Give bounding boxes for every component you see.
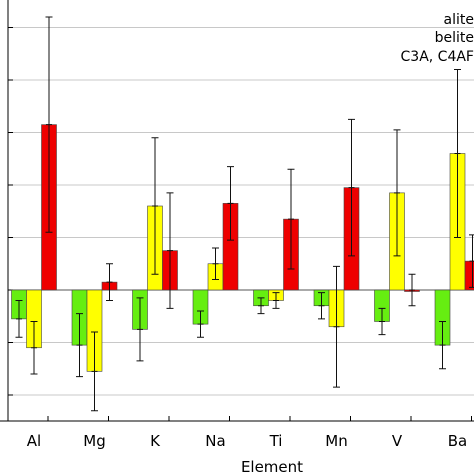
x-tick-label: Mn (325, 432, 347, 450)
legend-label: alite (444, 12, 474, 28)
x-tick-label: Mg (83, 432, 105, 450)
legend-label: belite (435, 30, 474, 46)
x-tick-label: Ba (448, 432, 467, 450)
error-bars (15, 16, 474, 412)
x-tick-label: V (392, 432, 403, 450)
legend-label: C3A, C4AF (401, 49, 474, 65)
x-tick-label: Ti (269, 432, 283, 450)
x-tick-label: Na (205, 432, 225, 450)
legend: alite belite C3A, C4AF (401, 12, 474, 65)
x-tick-labels: Al Mg K Na Ti Mn V Ba (27, 416, 472, 450)
x-axis-title: Element (241, 458, 303, 474)
bars (11, 124, 474, 372)
x-tick-label: K (150, 432, 161, 450)
x-tick-label: Al (27, 432, 41, 450)
